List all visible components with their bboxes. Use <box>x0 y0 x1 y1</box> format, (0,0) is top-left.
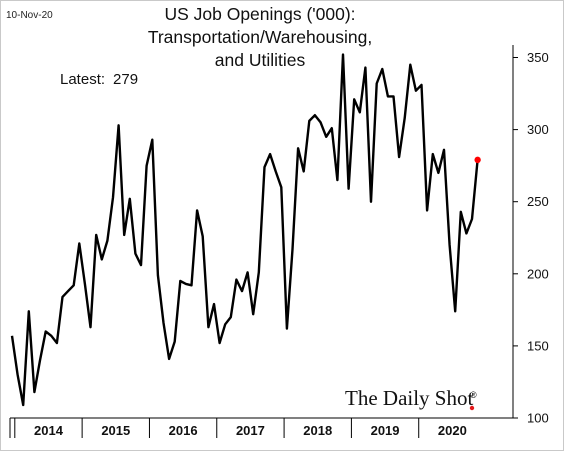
year-label: 2014 <box>34 423 64 438</box>
y-axis: 100 150 200 250 300 350 <box>512 45 549 426</box>
brand-registered-mark: ® <box>470 390 477 400</box>
brand-dot <box>469 405 475 411</box>
title-line-1: US Job Openings ('000): Transportation/W… <box>147 4 373 47</box>
series-line <box>10 53 479 407</box>
year-label: 2015 <box>101 423 130 438</box>
latest-label: Latest: <box>60 71 105 88</box>
chart-title: US Job Openings ('000): Transportation/W… <box>60 3 460 72</box>
latest-annotation: Latest: 279 <box>60 71 138 88</box>
year-label: 2020 <box>438 423 467 438</box>
y-tick-label: 250 <box>527 194 549 209</box>
brand-logo: The Daily Shot ® <box>345 386 477 411</box>
title-line-2: and Utilities <box>214 50 306 70</box>
latest-value: 279 <box>113 71 138 88</box>
latest-point-marker <box>474 156 481 164</box>
brand-name: The Daily Shot <box>345 386 473 410</box>
year-label: 2017 <box>236 423 265 438</box>
y-tick-label: 300 <box>527 122 549 137</box>
y-tick-label: 100 <box>527 411 549 426</box>
x-axis: 2014 2015 2016 2017 2018 2019 2020 <box>9 417 513 438</box>
year-label: 2018 <box>303 423 332 438</box>
y-tick-label: 200 <box>527 266 549 281</box>
date-label: 10-Nov-20 <box>6 10 53 21</box>
plot-area <box>10 53 481 407</box>
y-tick-label: 150 <box>527 338 549 353</box>
year-label: 2016 <box>169 423 198 438</box>
y-tick-label: 350 <box>527 50 549 65</box>
year-label: 2019 <box>371 423 400 438</box>
